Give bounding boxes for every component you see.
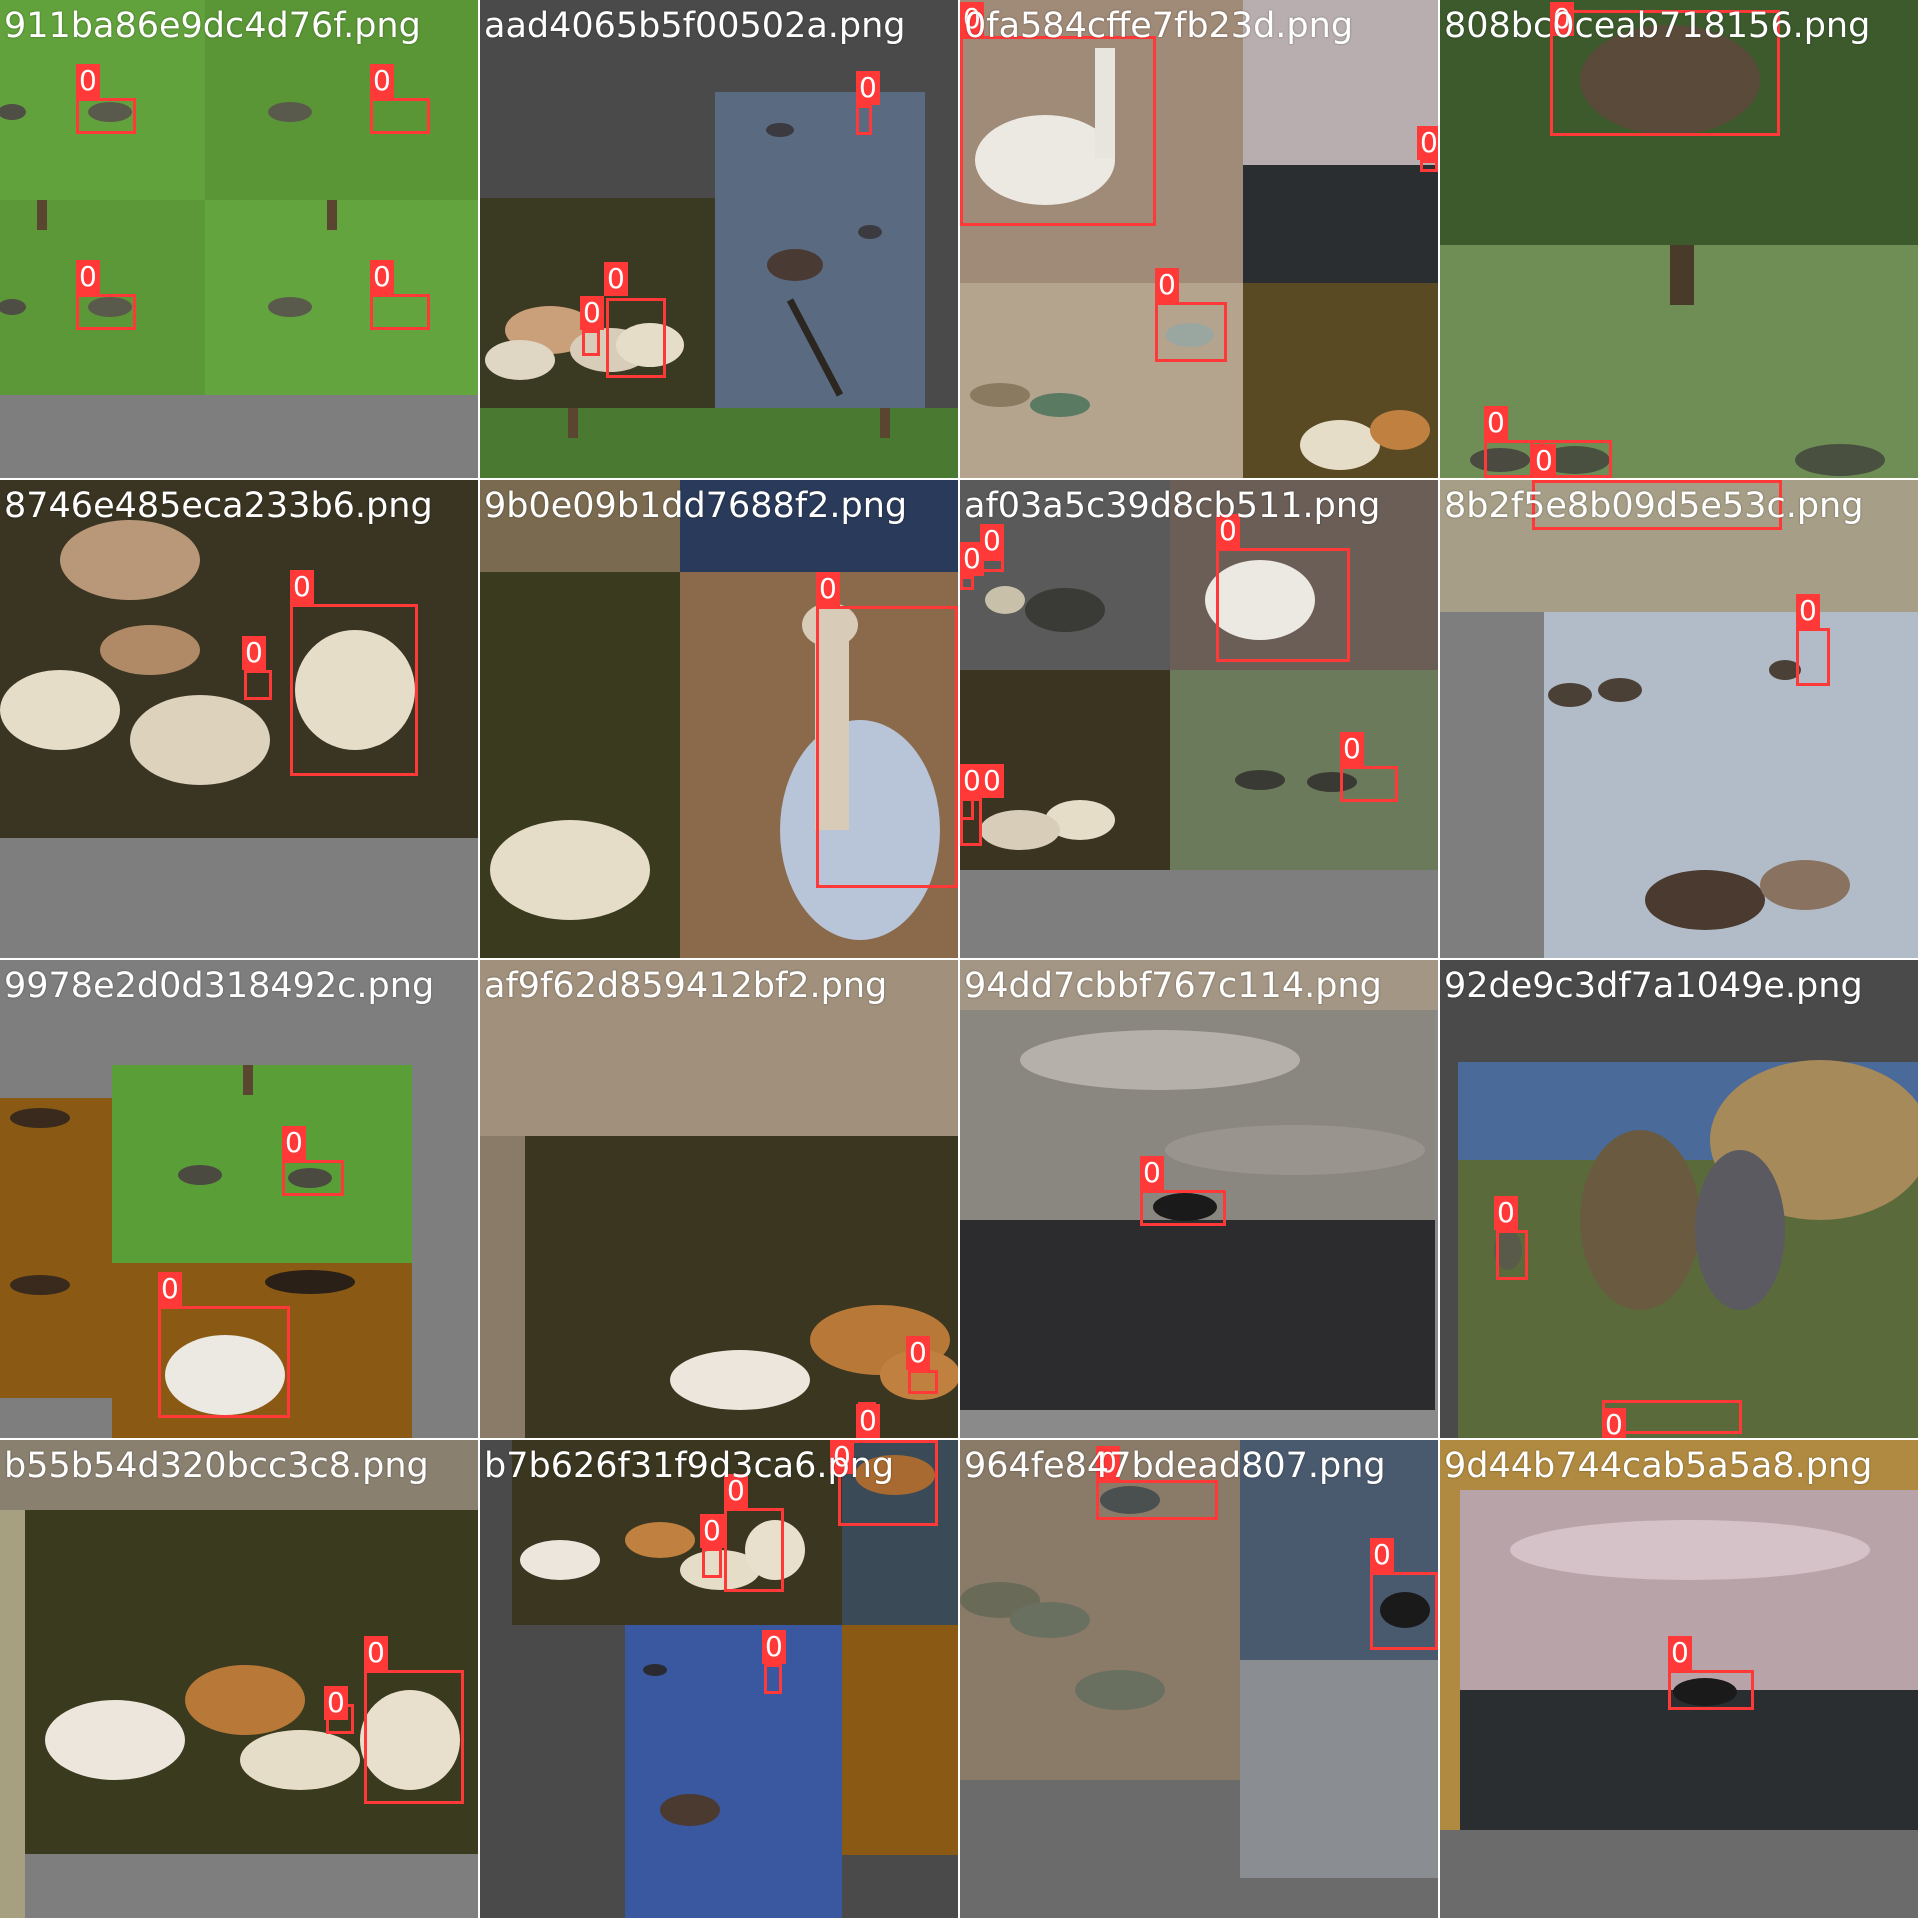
detection-class-label: 0 bbox=[762, 1630, 786, 1664]
detection-box bbox=[1796, 628, 1830, 686]
mosaic-tile: 0 94dd7cbbf767c114.png bbox=[960, 960, 1438, 1438]
detection-box bbox=[724, 1508, 784, 1592]
detection-class-label: 0 bbox=[290, 570, 314, 604]
detection-class-label: 0 bbox=[1796, 594, 1820, 628]
tile-filename: 911ba86e9dc4d76f.png bbox=[4, 4, 421, 48]
detection-class-label: 0 bbox=[1532, 444, 1556, 478]
detection-class-label: 0 bbox=[1602, 1408, 1626, 1438]
detection-box bbox=[1155, 302, 1227, 362]
detection-box bbox=[1370, 1572, 1438, 1650]
detection-box bbox=[908, 1370, 938, 1394]
tile-image bbox=[1440, 480, 1918, 958]
tile-filename: 8746e485eca233b6.png bbox=[4, 484, 433, 528]
detection-box bbox=[702, 1548, 722, 1578]
detection-class-label: 0 bbox=[1494, 1196, 1518, 1230]
detection-box bbox=[960, 798, 982, 846]
detection-box bbox=[1140, 1190, 1226, 1226]
detection-box bbox=[816, 606, 958, 888]
detection-class-label: 0 bbox=[1417, 126, 1438, 160]
detection-class-label: 0 bbox=[1484, 406, 1508, 440]
detection-box bbox=[370, 294, 430, 330]
detection-class-label: 0 bbox=[1155, 268, 1179, 302]
detection-class-label: 0 bbox=[364, 1636, 388, 1670]
mosaic-tile: 0 0 92de9c3df7a1049e.png bbox=[1440, 960, 1918, 1438]
mosaic-tile: 0 8b2f5e8b09d5e53c.png bbox=[1440, 480, 1918, 958]
mosaic-tile: 0 9d44b744cab5a5a8.png bbox=[1440, 1440, 1918, 1918]
detection-class-label: 0 bbox=[980, 764, 1004, 798]
tile-filename: 92de9c3df7a1049e.png bbox=[1444, 964, 1863, 1008]
detection-class-label: 0 bbox=[816, 572, 840, 606]
detection-box bbox=[290, 604, 418, 776]
detection-class-label: 0 bbox=[1340, 732, 1364, 766]
detection-box bbox=[606, 298, 666, 378]
mosaic-tile: 0 0 8746e485eca233b6.png bbox=[0, 480, 478, 958]
detection-box bbox=[1340, 766, 1398, 802]
detection-class-label: 0 bbox=[960, 542, 984, 576]
detection-box bbox=[282, 1160, 344, 1196]
tile-filename: 94dd7cbbf767c114.png bbox=[964, 964, 1382, 1008]
detection-box bbox=[158, 1306, 290, 1418]
mosaic-tile: 0 0 9978e2d0d318492c.png bbox=[0, 960, 478, 1438]
detection-class-label: 0 bbox=[1668, 1636, 1692, 1670]
detection-class-label: 0 bbox=[370, 64, 394, 98]
detection-box bbox=[960, 576, 974, 590]
detection-box bbox=[244, 670, 272, 700]
detection-class-label: 0 bbox=[324, 1686, 348, 1720]
mosaic-tile: 0 0 964fe847bdead807.png bbox=[960, 1440, 1438, 1918]
mosaic-tile: 0 0 0 0fa584cffe7fb23d.png bbox=[960, 0, 1438, 478]
tile-filename: af03a5c39d8cb511.png bbox=[964, 484, 1380, 528]
tile-image bbox=[960, 480, 1438, 958]
detection-class-label: 0 bbox=[700, 1514, 724, 1548]
detection-class-label: 0 bbox=[76, 260, 100, 294]
detection-class-label: 0 bbox=[580, 296, 604, 330]
tile-image bbox=[480, 0, 958, 478]
tile-filename: b55b54d320bcc3c8.png bbox=[4, 1444, 429, 1488]
tile-image bbox=[0, 0, 478, 478]
mosaic-tile: 0 9b0e09b1dd7688f2.png bbox=[480, 480, 958, 958]
detection-box bbox=[1496, 1230, 1528, 1280]
tile-filename: 9b0e09b1dd7688f2.png bbox=[484, 484, 907, 528]
detection-class-label: 0 bbox=[604, 262, 628, 296]
detection-class-label: 0 bbox=[1140, 1156, 1164, 1190]
detection-box bbox=[76, 98, 136, 134]
tile-filename: 8b2f5e8b09d5e53c.png bbox=[1444, 484, 1863, 528]
detection-class-label: 0 bbox=[856, 71, 880, 105]
detection-box bbox=[76, 294, 136, 330]
detection-class-label: 0 bbox=[906, 1336, 930, 1370]
tile-image bbox=[480, 960, 958, 1438]
tile-filename: 808bc0ceab718156.png bbox=[1444, 4, 1870, 48]
tile-filename: 9d44b744cab5a5a8.png bbox=[1444, 1444, 1872, 1488]
detection-class-label: 0 bbox=[282, 1126, 306, 1160]
mosaic-tile: 0 0 0 aad4065b5f00502a.png bbox=[480, 0, 958, 478]
mosaic-tile: 0 0 0 0 b7b626f31f9d3ca6.png bbox=[480, 1440, 958, 1918]
mosaic-tile: 0 0 0 0 0 0 af03a5c39d8cb511.png bbox=[960, 480, 1438, 958]
detection-box bbox=[582, 330, 600, 356]
mosaic-tile: 0 0 0 0 911ba86e9dc4d76f.png bbox=[0, 0, 478, 478]
detection-class-label: 0 bbox=[158, 1272, 182, 1306]
detection-class-label: 0 bbox=[370, 260, 394, 294]
tile-filename: 964fe847bdead807.png bbox=[964, 1444, 1386, 1488]
detection-class-label: 0 bbox=[856, 1404, 880, 1438]
detection-class-label: 0 bbox=[242, 636, 266, 670]
detection-class-label: 0 bbox=[76, 64, 100, 98]
tile-filename: aad4065b5f00502a.png bbox=[484, 4, 906, 48]
tile-filename: af9f62d859412bf2.png bbox=[484, 964, 887, 1008]
detection-box bbox=[370, 98, 430, 134]
mosaic-tile: 0 0 0 808bc0ceab718156.png bbox=[1440, 0, 1918, 478]
detection-box bbox=[764, 1664, 782, 1694]
detection-class-label: 0 bbox=[1370, 1538, 1394, 1572]
tile-filename: 9978e2d0d318492c.png bbox=[4, 964, 434, 1008]
detection-box bbox=[1668, 1670, 1754, 1710]
mosaic-tile: 0 0 af9f62d859412bf2.png bbox=[480, 960, 958, 1438]
tile-filename: b7b626f31f9d3ca6.png bbox=[484, 1444, 894, 1488]
detection-box bbox=[1420, 160, 1438, 172]
detection-box bbox=[960, 36, 1156, 226]
detection-box bbox=[856, 105, 872, 135]
tile-filename: 0fa584cffe7fb23d.png bbox=[964, 4, 1353, 48]
detection-box bbox=[364, 1670, 464, 1804]
detection-box bbox=[1216, 548, 1350, 662]
mosaic-tile: 0 0 b55b54d320bcc3c8.png bbox=[0, 1440, 478, 1918]
